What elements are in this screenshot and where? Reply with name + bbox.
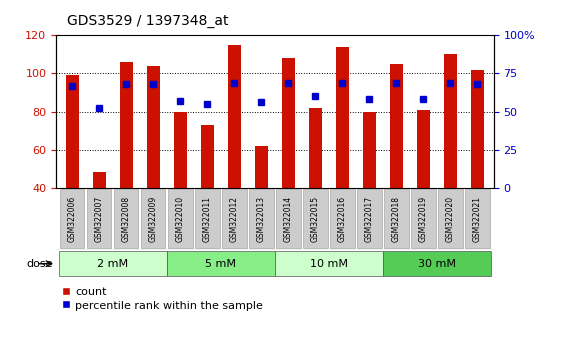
Bar: [465, 189, 490, 249]
Bar: [275, 251, 383, 276]
Bar: [255, 146, 268, 188]
Text: GSM322021: GSM322021: [473, 196, 482, 241]
Bar: [87, 189, 112, 249]
Bar: [471, 70, 484, 188]
Bar: [282, 58, 295, 188]
Bar: [93, 172, 106, 188]
Bar: [114, 189, 139, 249]
Bar: [222, 189, 246, 249]
Text: 10 mM: 10 mM: [310, 259, 348, 269]
Bar: [276, 189, 301, 249]
Bar: [384, 189, 408, 249]
Text: GSM322019: GSM322019: [419, 195, 428, 242]
Text: 5 mM: 5 mM: [205, 259, 236, 269]
Text: GSM322006: GSM322006: [68, 195, 77, 242]
Bar: [438, 189, 463, 249]
Bar: [417, 110, 430, 188]
Text: 30 mM: 30 mM: [418, 259, 456, 269]
Text: GSM322017: GSM322017: [365, 195, 374, 242]
Bar: [411, 189, 435, 249]
Bar: [362, 112, 376, 188]
Bar: [309, 108, 322, 188]
Text: GSM322013: GSM322013: [257, 195, 266, 242]
Bar: [357, 189, 381, 249]
Text: GSM322009: GSM322009: [149, 195, 158, 242]
Legend: count, percentile rank within the sample: count, percentile rank within the sample: [62, 287, 263, 310]
Text: GDS3529 / 1397348_at: GDS3529 / 1397348_at: [67, 14, 229, 28]
Bar: [195, 189, 219, 249]
Bar: [444, 55, 457, 188]
Text: GSM322007: GSM322007: [95, 195, 104, 242]
Bar: [167, 251, 275, 276]
Bar: [66, 75, 79, 188]
Bar: [168, 189, 192, 249]
Bar: [60, 189, 85, 249]
Text: 2 mM: 2 mM: [97, 259, 128, 269]
Bar: [201, 125, 214, 188]
Text: dose: dose: [27, 259, 53, 269]
Text: GSM322008: GSM322008: [122, 195, 131, 242]
Bar: [228, 45, 241, 188]
Bar: [383, 251, 491, 276]
Text: GSM322011: GSM322011: [203, 196, 212, 241]
Bar: [304, 189, 328, 249]
Bar: [59, 251, 167, 276]
Bar: [330, 189, 355, 249]
Text: GSM322014: GSM322014: [284, 195, 293, 242]
Text: GSM322010: GSM322010: [176, 195, 185, 242]
Bar: [119, 62, 133, 188]
Bar: [390, 64, 403, 188]
Bar: [335, 47, 349, 188]
Text: GSM322012: GSM322012: [230, 196, 239, 241]
Text: GSM322020: GSM322020: [446, 195, 455, 242]
Bar: [141, 189, 165, 249]
Text: GSM322015: GSM322015: [311, 195, 320, 242]
Bar: [146, 66, 160, 188]
Bar: [249, 189, 274, 249]
Text: GSM322018: GSM322018: [392, 196, 401, 241]
Text: GSM322016: GSM322016: [338, 195, 347, 242]
Bar: [173, 112, 187, 188]
